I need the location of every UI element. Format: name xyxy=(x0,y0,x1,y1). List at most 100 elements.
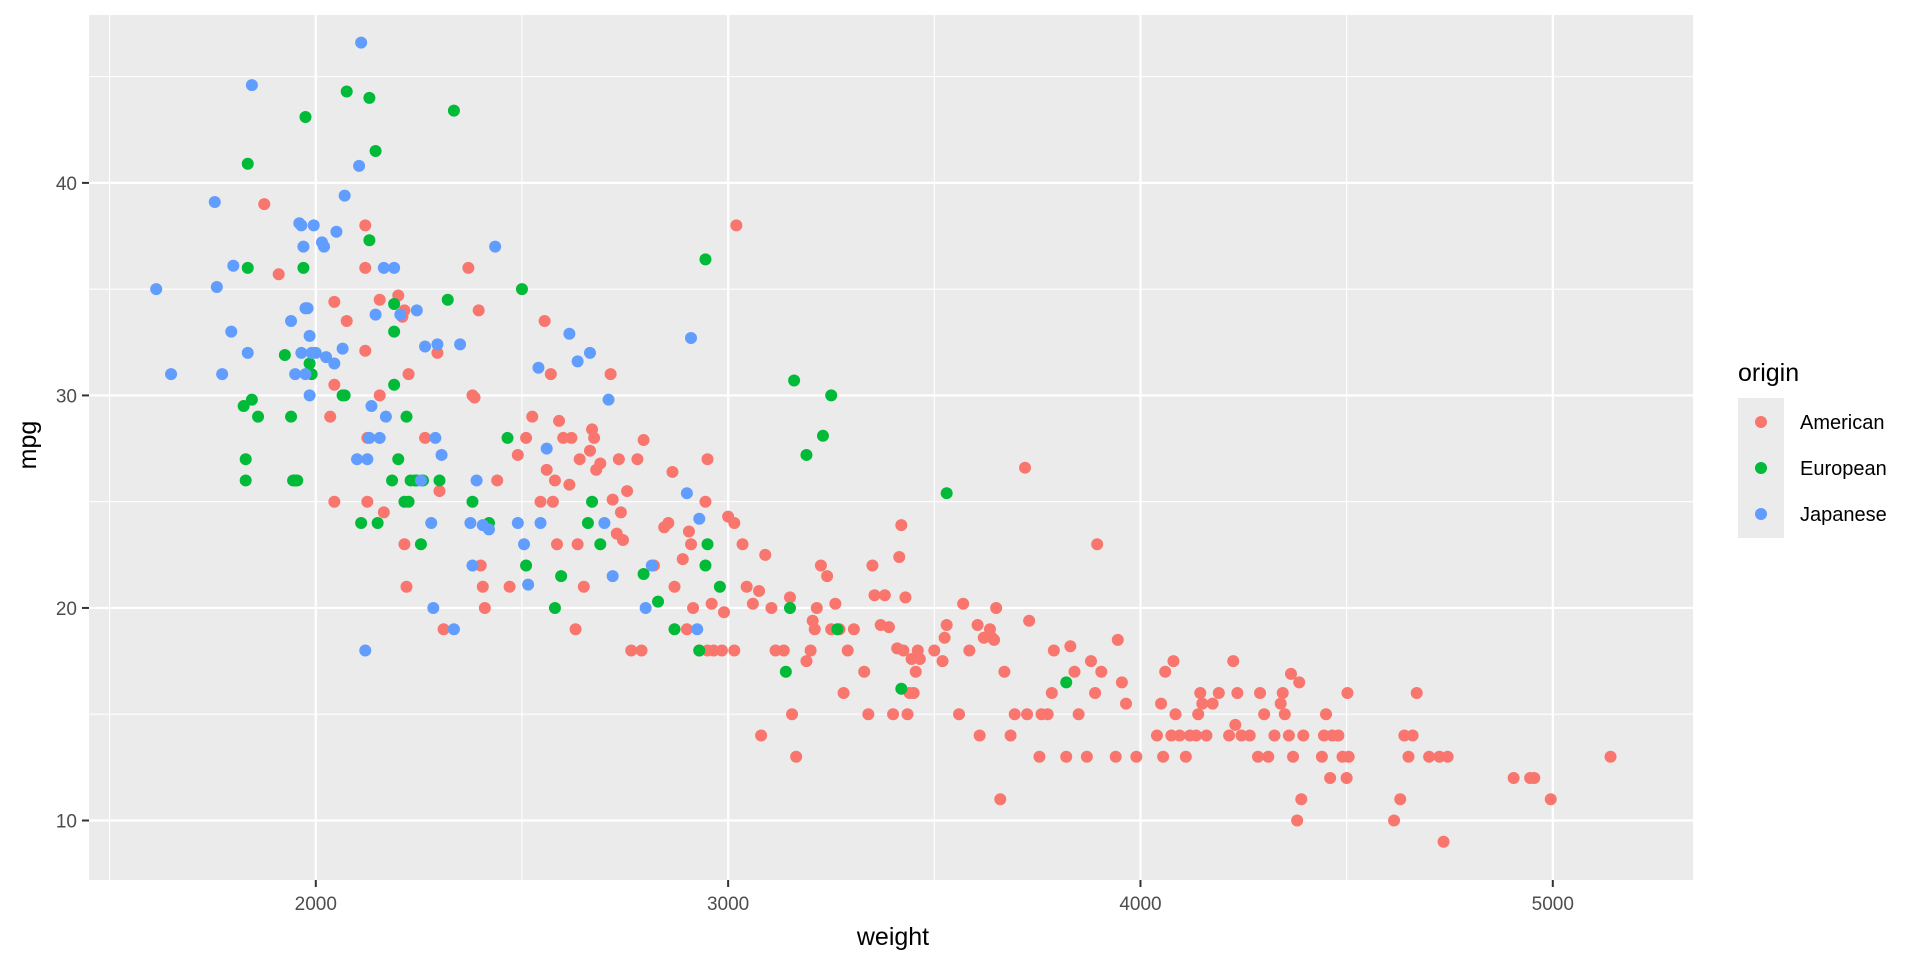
point-american xyxy=(718,606,731,619)
point-american xyxy=(841,644,854,657)
point-japanese xyxy=(522,578,535,591)
point-american xyxy=(1324,771,1337,784)
point-american xyxy=(1084,655,1097,668)
point-american xyxy=(476,580,489,593)
point-european xyxy=(297,261,310,274)
point-japanese xyxy=(464,516,477,529)
point-american xyxy=(398,538,411,551)
point-japanese xyxy=(511,516,524,529)
point-american xyxy=(837,686,850,699)
point-american xyxy=(373,293,386,306)
point-american xyxy=(1342,750,1355,763)
point-japanese xyxy=(454,338,467,351)
point-american xyxy=(1047,644,1060,657)
point-american xyxy=(1045,686,1058,699)
x-tick-label: 5000 xyxy=(1532,894,1574,915)
point-european xyxy=(392,453,405,466)
point-american xyxy=(1423,750,1436,763)
point-american xyxy=(895,519,908,532)
point-american xyxy=(940,618,953,631)
point-american xyxy=(1544,793,1557,806)
point-european xyxy=(303,357,316,370)
point-american xyxy=(1159,665,1172,678)
point-american xyxy=(899,591,912,604)
point-japanese xyxy=(693,512,706,525)
point-american xyxy=(540,463,553,476)
point-american xyxy=(1194,686,1207,699)
point-american xyxy=(462,261,475,274)
point-american xyxy=(1109,750,1122,763)
point-japanese xyxy=(466,559,479,572)
point-american xyxy=(373,389,386,402)
point-american xyxy=(1402,750,1415,763)
point-american xyxy=(1115,676,1128,689)
point-japanese xyxy=(429,431,442,444)
point-american xyxy=(1157,750,1170,763)
point-american xyxy=(1340,771,1353,784)
point-american xyxy=(544,368,557,381)
point-american xyxy=(810,601,823,614)
point-american xyxy=(1023,614,1036,627)
point-american xyxy=(1169,708,1182,721)
point-japanese xyxy=(303,389,316,402)
point-american xyxy=(1060,750,1073,763)
point-american xyxy=(1165,729,1178,742)
point-japanese xyxy=(419,340,432,353)
point-american xyxy=(755,729,768,742)
point-american xyxy=(821,570,834,583)
point-american xyxy=(1080,750,1093,763)
point-american xyxy=(1317,729,1330,742)
point-american xyxy=(563,478,576,491)
point-american xyxy=(433,485,446,498)
point-american xyxy=(847,623,860,636)
point-japanese xyxy=(351,453,364,466)
point-japanese xyxy=(431,338,444,351)
point-european xyxy=(940,487,953,500)
point-european xyxy=(441,293,454,306)
point-american xyxy=(1021,708,1034,721)
legend-key-american xyxy=(1755,416,1767,428)
point-european xyxy=(388,378,401,391)
point-american xyxy=(707,644,720,657)
point-japanese xyxy=(410,304,423,317)
point-american xyxy=(511,448,524,461)
point-european xyxy=(388,298,401,311)
point-american xyxy=(907,686,920,699)
point-european xyxy=(371,516,384,529)
point-american xyxy=(534,495,547,508)
point-european xyxy=(779,665,792,678)
point-american xyxy=(621,485,634,498)
point-japanese xyxy=(427,601,440,614)
point-american xyxy=(1004,729,1017,742)
point-american xyxy=(324,410,337,423)
point-european xyxy=(548,601,561,614)
point-american xyxy=(1297,729,1310,742)
point-american xyxy=(625,644,638,657)
point-european xyxy=(340,85,353,98)
point-european xyxy=(447,104,460,117)
point-american xyxy=(893,550,906,563)
point-american xyxy=(936,655,949,668)
point-american xyxy=(913,652,926,665)
point-american xyxy=(526,410,539,423)
point-japanese xyxy=(363,431,376,444)
point-japanese xyxy=(328,357,341,370)
point-american xyxy=(1437,835,1450,848)
y-tick-label: 40 xyxy=(56,174,77,195)
point-american xyxy=(594,457,607,470)
point-european xyxy=(336,389,349,402)
point-american xyxy=(606,493,619,506)
point-european xyxy=(520,559,533,572)
point-japanese xyxy=(338,189,351,202)
point-japanese xyxy=(691,623,704,636)
point-american xyxy=(361,495,374,508)
point-american xyxy=(565,431,578,444)
point-japanese xyxy=(482,523,495,536)
point-japanese xyxy=(373,431,386,444)
major-gridlines xyxy=(89,15,1693,880)
point-american xyxy=(699,495,712,508)
point-japanese xyxy=(353,159,366,172)
legend-label-japanese: Japanese xyxy=(1800,504,1887,526)
data-points xyxy=(150,36,1617,848)
point-american xyxy=(668,580,681,593)
